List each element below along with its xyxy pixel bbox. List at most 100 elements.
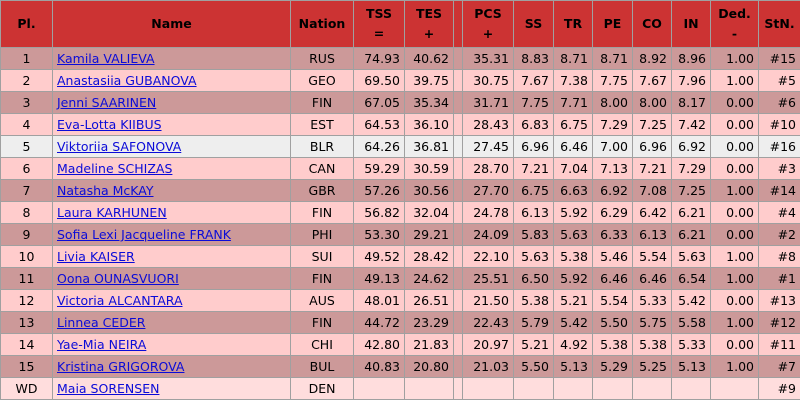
table-cell: 56.82	[353, 201, 405, 224]
skater-link[interactable]: Kristina GRIGOROVA	[57, 359, 185, 374]
table-cell: #8	[758, 245, 800, 268]
table-cell: 8.96	[671, 47, 711, 70]
table-cell: 5.42	[553, 311, 593, 334]
table-row: 4 Eva-Lotta KIIBUS EST 64.53 36.10 28.43 6.83 6…	[0, 113, 800, 136]
table-cell: 6.54	[671, 267, 711, 290]
table-cell: 24.78	[462, 201, 514, 224]
table-cell: EST	[290, 113, 354, 136]
header-label: Name	[151, 16, 192, 31]
column-header: Pl.	[0, 0, 53, 48]
table-cell: 1.00	[710, 267, 759, 290]
table-row: 6 Madeline SCHIZAS CAN 59.29 30.59 28.70 7.21 7…	[0, 157, 800, 180]
skater-link[interactable]: Natasha McKAY	[57, 183, 154, 198]
table-cell: 22.10	[462, 245, 514, 268]
table-cell: 27.70	[462, 179, 514, 202]
skater-link[interactable]: Laura KARHUNEN	[57, 205, 167, 220]
table-cell: 7.08	[632, 179, 672, 202]
table-cell: 5.79	[513, 311, 554, 334]
column-header: TR	[553, 0, 593, 48]
spacer-cell	[453, 267, 463, 290]
skater-link[interactable]: Yae-Mia NEIRA	[57, 337, 147, 352]
table-cell: 6.92	[671, 135, 711, 158]
table-cell: 5.21	[553, 289, 593, 312]
skater-link[interactable]: Eva-Lotta KIIBUS	[57, 117, 162, 132]
table-cell: 5.92	[553, 201, 593, 224]
table-cell: FIN	[290, 267, 354, 290]
table-cell: 8.71	[592, 47, 633, 70]
column-header: TSS =	[353, 0, 405, 48]
table-cell: 36.81	[404, 135, 454, 158]
table-cell: #7	[758, 355, 800, 378]
table-cell: 36.10	[404, 113, 454, 136]
name-cell: Oona OUNASVUORI	[52, 267, 291, 290]
name-cell: Kristina GRIGOROVA	[52, 355, 291, 378]
table-row: 2 Anastasiia GUBANOVA GEO 69.50 39.75 30.75 7.…	[0, 69, 800, 92]
table-cell: 6.92	[592, 179, 633, 202]
table-cell: 48.01	[353, 289, 405, 312]
table-cell: 5.38	[632, 333, 672, 356]
header-label: TSS	[366, 6, 392, 21]
table-cell: 21.50	[462, 289, 514, 312]
table-cell: 28.42	[404, 245, 454, 268]
skater-link[interactable]: Viktoriia SAFONOVA	[57, 139, 182, 154]
table-row: 11 Oona OUNASVUORI FIN 49.13 24.62 25.51 6.50 5…	[0, 267, 800, 290]
table-cell: 10	[0, 245, 53, 268]
header-label: TR	[563, 16, 583, 31]
table-cell: 7.75	[592, 69, 633, 92]
column-header: PE	[592, 0, 633, 48]
table-cell: 5.63	[513, 245, 554, 268]
name-cell: Livia KAISER	[52, 245, 291, 268]
spacer-cell	[453, 47, 463, 70]
skater-link[interactable]: Victoria ALCANTARA	[57, 293, 183, 308]
table-cell: #6	[758, 91, 800, 114]
table-cell	[462, 377, 514, 400]
table-cell: 28.70	[462, 157, 514, 180]
column-header: StN.	[758, 0, 800, 48]
table-cell: 59.29	[353, 157, 405, 180]
skater-link[interactable]: Maia SORENSEN	[57, 381, 160, 396]
table-cell: 5.13	[671, 355, 711, 378]
skater-link[interactable]: Sofia Lexi Jacqueline FRANK	[57, 227, 231, 242]
table-row: 3 Jenni SAARINEN FIN 67.05 35.34 31.71 7.75 7.7…	[0, 91, 800, 114]
table-cell: #1	[758, 267, 800, 290]
header-label: TES	[415, 6, 443, 21]
table-cell	[404, 377, 454, 400]
name-cell: Laura KARHUNEN	[52, 201, 291, 224]
table-cell: 5.54	[592, 289, 633, 312]
skater-link[interactable]: Linnea CEDER	[57, 315, 146, 330]
header-label: SS	[524, 16, 543, 31]
spacer-cell	[453, 91, 463, 114]
table-cell: 6.50	[513, 267, 554, 290]
skater-link[interactable]: Livia KAISER	[57, 249, 135, 264]
skater-link[interactable]: Kamila VALIEVA	[57, 51, 155, 66]
table-cell: 30.75	[462, 69, 514, 92]
skater-link[interactable]: Oona OUNASVUORI	[57, 271, 179, 286]
table-cell: 5.13	[553, 355, 593, 378]
table-cell: 5.46	[592, 245, 633, 268]
table-row: 12 Victoria ALCANTARA AUS 48.01 26.51 21.50 5.…	[0, 289, 800, 312]
table-cell: 26.51	[404, 289, 454, 312]
table-cell: 6.75	[553, 113, 593, 136]
table-cell: #10	[758, 113, 800, 136]
skater-link[interactable]: Madeline SCHIZAS	[57, 161, 173, 176]
header-sub: -	[731, 26, 738, 41]
column-header: PCS +	[462, 0, 514, 48]
table-cell: 5.75	[632, 311, 672, 334]
table-cell: 7.96	[671, 69, 711, 92]
skater-link[interactable]: Anastasiia GUBANOVA	[57, 73, 197, 88]
table-cell: 5	[0, 135, 53, 158]
table-cell: 1.00	[710, 311, 759, 334]
header-sub: +	[423, 26, 435, 41]
table-cell: 6.75	[513, 179, 554, 202]
table-cell: PHI	[290, 223, 354, 246]
skater-link[interactable]: Jenni SAARINEN	[57, 95, 157, 110]
table-cell: 6.21	[671, 201, 711, 224]
table-cell: 7.67	[632, 69, 672, 92]
table-cell: 21.03	[462, 355, 514, 378]
table-cell: 6.21	[671, 223, 711, 246]
table-cell: #13	[758, 289, 800, 312]
table-cell: 11	[0, 267, 53, 290]
table-row: 13 Linnea CEDER FIN 44.72 23.29 22.43 5.79 5.42…	[0, 311, 800, 334]
table-cell: 7.04	[553, 157, 593, 180]
